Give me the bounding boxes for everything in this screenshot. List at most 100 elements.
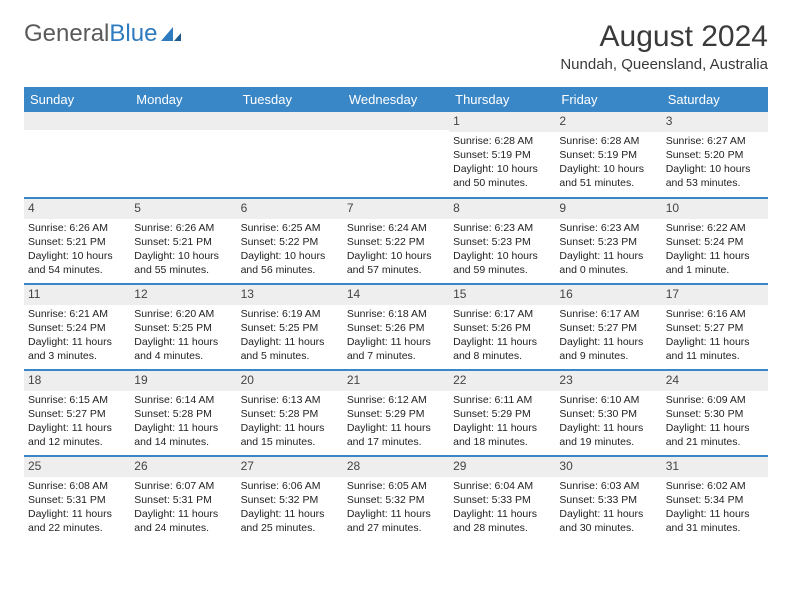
day-detail-text: Sunrise: 6:22 AM Sunset: 5:24 PM Dayligh…: [662, 219, 768, 282]
page-header: GeneralBlue August 2024 Nundah, Queensla…: [24, 20, 768, 73]
day-detail-text: Sunrise: 6:02 AM Sunset: 5:34 PM Dayligh…: [662, 477, 768, 540]
calendar-week-row: 11Sunrise: 6:21 AM Sunset: 5:24 PM Dayli…: [24, 284, 768, 370]
calendar-day-cell: 11Sunrise: 6:21 AM Sunset: 5:24 PM Dayli…: [24, 284, 130, 370]
day-number: 18: [24, 371, 130, 391]
calendar-day-cell: 12Sunrise: 6:20 AM Sunset: 5:25 PM Dayli…: [130, 284, 236, 370]
calendar-day-cell: 26Sunrise: 6:07 AM Sunset: 5:31 PM Dayli…: [130, 456, 236, 542]
day-number: 25: [24, 457, 130, 477]
calendar-day-cell: 19Sunrise: 6:14 AM Sunset: 5:28 PM Dayli…: [130, 370, 236, 456]
calendar-header-row: Sunday Monday Tuesday Wednesday Thursday…: [24, 87, 768, 112]
day-number: 20: [237, 371, 343, 391]
day-number: 11: [24, 285, 130, 305]
calendar-week-row: 18Sunrise: 6:15 AM Sunset: 5:27 PM Dayli…: [24, 370, 768, 456]
day-number: [343, 112, 449, 130]
calendar-day-cell: 1Sunrise: 6:28 AM Sunset: 5:19 PM Daylig…: [449, 112, 555, 198]
day-detail-text: Sunrise: 6:27 AM Sunset: 5:20 PM Dayligh…: [662, 132, 768, 195]
calendar-day-cell: 31Sunrise: 6:02 AM Sunset: 5:34 PM Dayli…: [662, 456, 768, 542]
day-number: 27: [237, 457, 343, 477]
day-header: Sunday: [24, 87, 130, 112]
day-detail-text: Sunrise: 6:16 AM Sunset: 5:27 PM Dayligh…: [662, 305, 768, 368]
calendar-week-row: 4Sunrise: 6:26 AM Sunset: 5:21 PM Daylig…: [24, 198, 768, 284]
calendar-day-cell: 13Sunrise: 6:19 AM Sunset: 5:25 PM Dayli…: [237, 284, 343, 370]
day-detail-text: Sunrise: 6:17 AM Sunset: 5:27 PM Dayligh…: [555, 305, 661, 368]
day-detail-text: Sunrise: 6:03 AM Sunset: 5:33 PM Dayligh…: [555, 477, 661, 540]
calendar-day-cell: 22Sunrise: 6:11 AM Sunset: 5:29 PM Dayli…: [449, 370, 555, 456]
day-number: 6: [237, 199, 343, 219]
day-detail-text: Sunrise: 6:10 AM Sunset: 5:30 PM Dayligh…: [555, 391, 661, 454]
calendar-day-cell: 7Sunrise: 6:24 AM Sunset: 5:22 PM Daylig…: [343, 198, 449, 284]
day-detail-text: Sunrise: 6:26 AM Sunset: 5:21 PM Dayligh…: [24, 219, 130, 282]
day-number: 8: [449, 199, 555, 219]
day-number: 13: [237, 285, 343, 305]
day-detail-text: Sunrise: 6:14 AM Sunset: 5:28 PM Dayligh…: [130, 391, 236, 454]
calendar-day-cell: 24Sunrise: 6:09 AM Sunset: 5:30 PM Dayli…: [662, 370, 768, 456]
calendar-day-cell: 28Sunrise: 6:05 AM Sunset: 5:32 PM Dayli…: [343, 456, 449, 542]
day-number: 26: [130, 457, 236, 477]
day-header: Saturday: [662, 87, 768, 112]
day-number: 21: [343, 371, 449, 391]
day-number: 9: [555, 199, 661, 219]
day-number: 22: [449, 371, 555, 391]
day-number: 12: [130, 285, 236, 305]
calendar-body: 1Sunrise: 6:28 AM Sunset: 5:19 PM Daylig…: [24, 112, 768, 542]
day-detail-text: Sunrise: 6:26 AM Sunset: 5:21 PM Dayligh…: [130, 219, 236, 282]
day-number: 24: [662, 371, 768, 391]
day-detail-text: Sunrise: 6:23 AM Sunset: 5:23 PM Dayligh…: [555, 219, 661, 282]
day-detail-text: Sunrise: 6:04 AM Sunset: 5:33 PM Dayligh…: [449, 477, 555, 540]
day-detail-text: Sunrise: 6:09 AM Sunset: 5:30 PM Dayligh…: [662, 391, 768, 454]
calendar-day-cell: [24, 112, 130, 198]
day-number: 29: [449, 457, 555, 477]
day-number: 10: [662, 199, 768, 219]
day-detail-text: [24, 130, 130, 180]
calendar-day-cell: 10Sunrise: 6:22 AM Sunset: 5:24 PM Dayli…: [662, 198, 768, 284]
day-detail-text: Sunrise: 6:13 AM Sunset: 5:28 PM Dayligh…: [237, 391, 343, 454]
day-number: 3: [662, 112, 768, 132]
calendar-day-cell: 6Sunrise: 6:25 AM Sunset: 5:22 PM Daylig…: [237, 198, 343, 284]
logo-text-general: General: [24, 20, 109, 48]
calendar-week-row: 25Sunrise: 6:08 AM Sunset: 5:31 PM Dayli…: [24, 456, 768, 542]
day-number: 2: [555, 112, 661, 132]
day-detail-text: Sunrise: 6:11 AM Sunset: 5:29 PM Dayligh…: [449, 391, 555, 454]
calendar-day-cell: 4Sunrise: 6:26 AM Sunset: 5:21 PM Daylig…: [24, 198, 130, 284]
title-block: August 2024 Nundah, Queensland, Australi…: [560, 20, 768, 73]
day-number: 16: [555, 285, 661, 305]
day-detail-text: Sunrise: 6:07 AM Sunset: 5:31 PM Dayligh…: [130, 477, 236, 540]
day-detail-text: Sunrise: 6:08 AM Sunset: 5:31 PM Dayligh…: [24, 477, 130, 540]
calendar-day-cell: 30Sunrise: 6:03 AM Sunset: 5:33 PM Dayli…: [555, 456, 661, 542]
day-number: 30: [555, 457, 661, 477]
page-title: August 2024: [560, 20, 768, 54]
calendar-day-cell: 20Sunrise: 6:13 AM Sunset: 5:28 PM Dayli…: [237, 370, 343, 456]
calendar-day-cell: 25Sunrise: 6:08 AM Sunset: 5:31 PM Dayli…: [24, 456, 130, 542]
calendar-day-cell: [237, 112, 343, 198]
logo: GeneralBlue: [24, 20, 183, 48]
calendar-day-cell: 29Sunrise: 6:04 AM Sunset: 5:33 PM Dayli…: [449, 456, 555, 542]
page-subtitle: Nundah, Queensland, Australia: [560, 56, 768, 73]
day-detail-text: Sunrise: 6:06 AM Sunset: 5:32 PM Dayligh…: [237, 477, 343, 540]
day-detail-text: Sunrise: 6:18 AM Sunset: 5:26 PM Dayligh…: [343, 305, 449, 368]
day-number: 1: [449, 112, 555, 132]
calendar-day-cell: 21Sunrise: 6:12 AM Sunset: 5:29 PM Dayli…: [343, 370, 449, 456]
day-number: 15: [449, 285, 555, 305]
calendar-week-row: 1Sunrise: 6:28 AM Sunset: 5:19 PM Daylig…: [24, 112, 768, 198]
calendar-day-cell: 15Sunrise: 6:17 AM Sunset: 5:26 PM Dayli…: [449, 284, 555, 370]
calendar-day-cell: 3Sunrise: 6:27 AM Sunset: 5:20 PM Daylig…: [662, 112, 768, 198]
day-header: Wednesday: [343, 87, 449, 112]
day-detail-text: Sunrise: 6:23 AM Sunset: 5:23 PM Dayligh…: [449, 219, 555, 282]
calendar-day-cell: 14Sunrise: 6:18 AM Sunset: 5:26 PM Dayli…: [343, 284, 449, 370]
day-number: 4: [24, 199, 130, 219]
calendar-day-cell: 16Sunrise: 6:17 AM Sunset: 5:27 PM Dayli…: [555, 284, 661, 370]
day-detail-text: Sunrise: 6:05 AM Sunset: 5:32 PM Dayligh…: [343, 477, 449, 540]
day-number: 19: [130, 371, 236, 391]
calendar-day-cell: 9Sunrise: 6:23 AM Sunset: 5:23 PM Daylig…: [555, 198, 661, 284]
day-number: 17: [662, 285, 768, 305]
calendar-day-cell: 8Sunrise: 6:23 AM Sunset: 5:23 PM Daylig…: [449, 198, 555, 284]
day-header: Friday: [555, 87, 661, 112]
day-detail-text: [343, 130, 449, 180]
day-number: 31: [662, 457, 768, 477]
calendar-day-cell: 27Sunrise: 6:06 AM Sunset: 5:32 PM Dayli…: [237, 456, 343, 542]
day-detail-text: Sunrise: 6:12 AM Sunset: 5:29 PM Dayligh…: [343, 391, 449, 454]
calendar-day-cell: [130, 112, 236, 198]
day-detail-text: Sunrise: 6:20 AM Sunset: 5:25 PM Dayligh…: [130, 305, 236, 368]
day-detail-text: Sunrise: 6:17 AM Sunset: 5:26 PM Dayligh…: [449, 305, 555, 368]
day-header: Thursday: [449, 87, 555, 112]
